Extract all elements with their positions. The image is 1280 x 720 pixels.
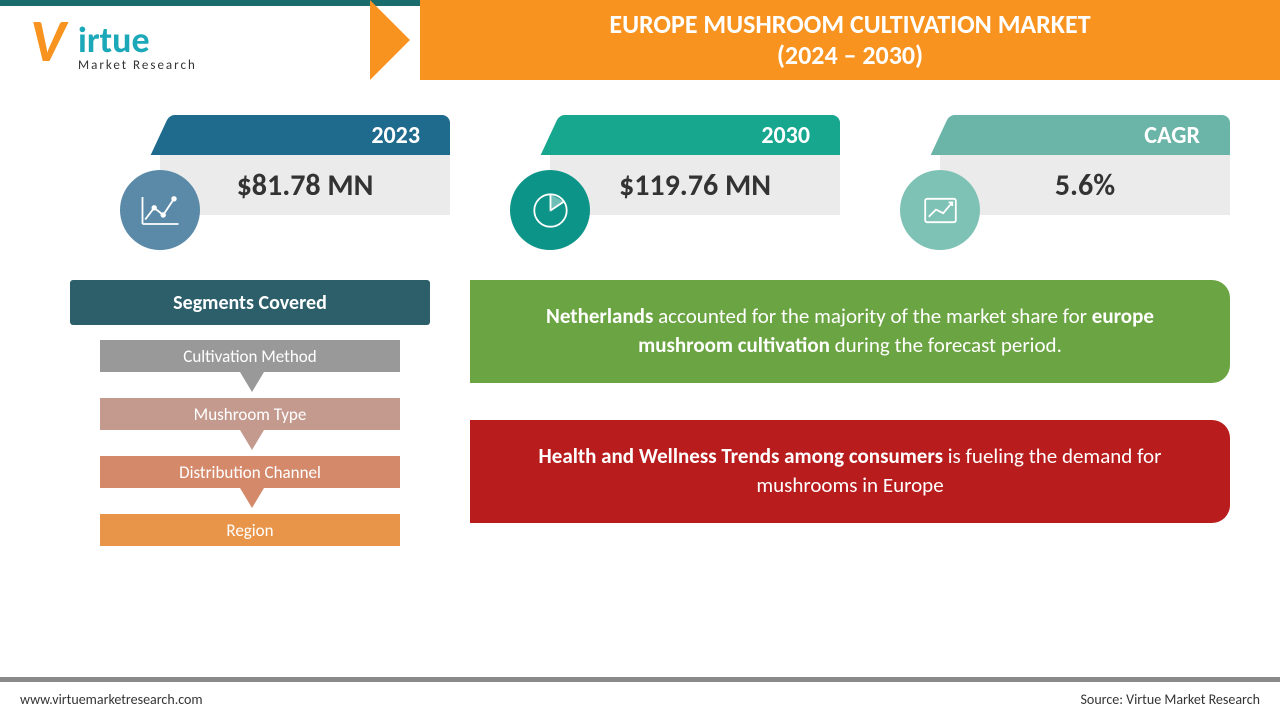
stat-card-cagr: CAGR 5.6% [910, 115, 1230, 215]
line-chart-icon [120, 170, 200, 250]
pie-chart-icon [510, 170, 590, 250]
stat-value: $119.76 MN [550, 155, 840, 215]
callout-text: accounted for the majority of the market… [653, 303, 1091, 329]
stat-tab: 2023 [180, 115, 450, 155]
page-title: EUROPE MUSHROOM CULTIVATION MARKET (2024… [609, 9, 1090, 71]
arrow-down-icon [240, 488, 264, 508]
callout-health-trends: Health and Wellness Trends among consume… [470, 420, 1230, 523]
header-chevron-icon [370, 0, 410, 80]
footer-url: www.virtuemarketresearch.com [20, 691, 203, 708]
footer-divider [0, 677, 1280, 682]
callout-bold: Netherlands [546, 303, 653, 329]
segment-region: Region [100, 514, 400, 546]
stat-card-2030: 2030 $119.76 MN [520, 115, 840, 215]
stat-value: 5.6% [940, 155, 1230, 215]
callout-bold: Health and Wellness Trends among consume… [539, 443, 943, 469]
header-banner: EUROPE MUSHROOM CULTIVATION MARKET (2024… [420, 0, 1280, 80]
stat-tab: 2030 [570, 115, 840, 155]
stat-tab: CAGR [960, 115, 1230, 155]
footer-source: Source: Virtue Market Research [1081, 691, 1261, 708]
title-line2: (2024 – 2030) [777, 39, 923, 71]
segment-distribution-channel: Distribution Channel [100, 456, 400, 488]
logo-tagline: Market Research [78, 58, 197, 73]
logo-name: irtue [78, 18, 150, 62]
title-line1: EUROPE MUSHROOM CULTIVATION MARKET [609, 8, 1090, 40]
stat-card-2023: 2023 $81.78 MN [130, 115, 450, 215]
callout-text: during the forecast period. [830, 332, 1062, 358]
callout-netherlands: Netherlands accounted for the majority o… [470, 280, 1230, 383]
segment-cultivation-method: Cultivation Method [100, 340, 400, 372]
stat-value: $81.78 MN [160, 155, 450, 215]
segment-mushroom-type: Mushroom Type [100, 398, 400, 430]
growth-chart-icon [900, 170, 980, 250]
brand-logo: V irtue Market Research [30, 10, 310, 80]
arrow-down-icon [240, 430, 264, 450]
logo-v: V [30, 5, 65, 78]
arrow-down-icon [240, 372, 264, 392]
segments-header: Segments Covered [70, 280, 430, 325]
